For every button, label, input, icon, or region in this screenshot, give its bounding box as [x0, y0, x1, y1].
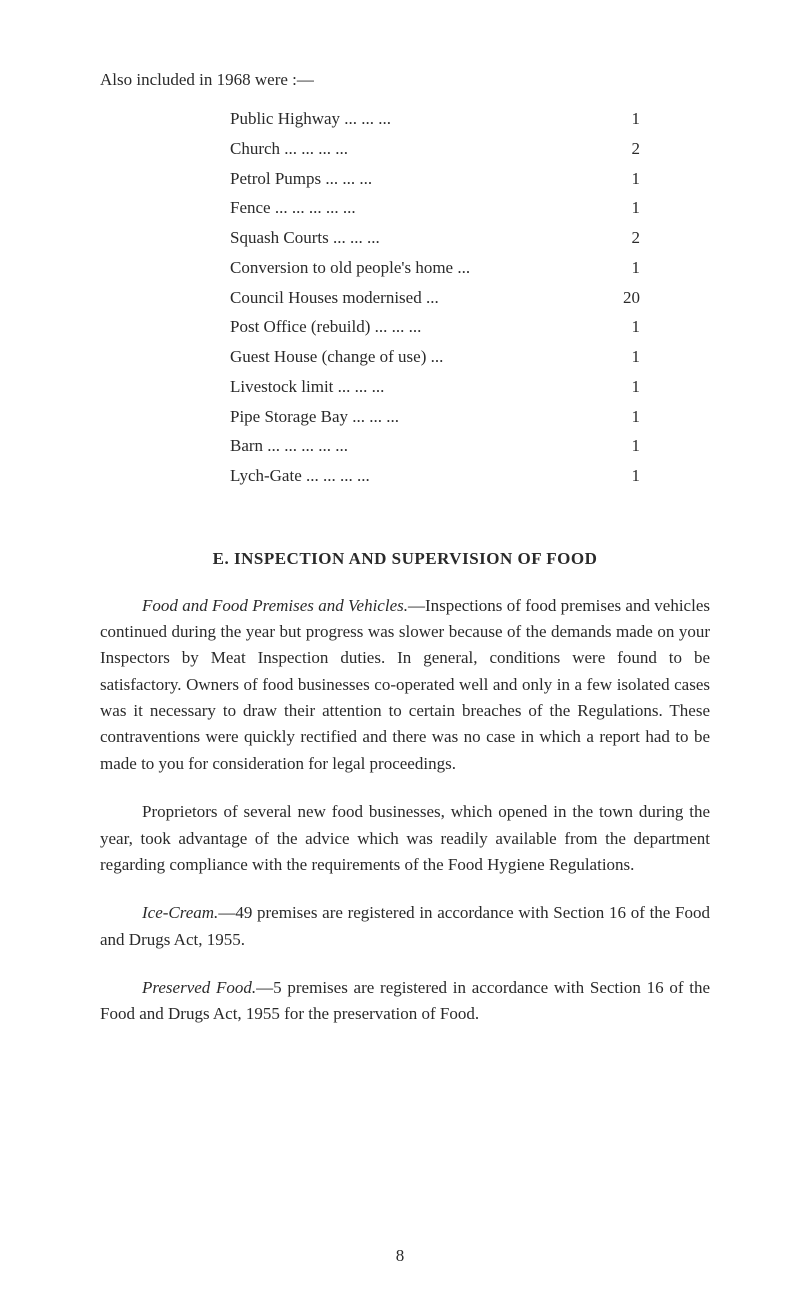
row-value: 1 [590, 402, 640, 432]
row-value: 1 [590, 342, 640, 372]
row-value: 1 [590, 193, 640, 223]
table-row: Livestock limit ... ... ...1 [230, 372, 640, 402]
row-label: Lych-Gate ... ... ... ... [230, 461, 590, 491]
paragraph-2-body: Proprietors of several new food business… [100, 802, 710, 874]
row-label: Fence ... ... ... ... ... [230, 193, 590, 223]
table-row: Petrol Pumps ... ... ...1 [230, 164, 640, 194]
row-value: 1 [590, 461, 640, 491]
section-heading: E. INSPECTION AND SUPERVISION OF FOOD [100, 549, 710, 569]
row-label: Livestock limit ... ... ... [230, 372, 590, 402]
row-value: 2 [590, 223, 640, 253]
row-value: 1 [590, 431, 640, 461]
paragraph-3-lead: Ice-Cream. [142, 903, 218, 922]
table-row: Church ... ... ... ...2 [230, 134, 640, 164]
row-value: 1 [590, 104, 640, 134]
row-label: Barn ... ... ... ... ... [230, 431, 590, 461]
page-number: 8 [0, 1246, 800, 1266]
table-row: Conversion to old people's home ...1 [230, 253, 640, 283]
table-row: Public Highway ... ... ...1 [230, 104, 640, 134]
paragraph-1-body: —Inspections of food premises and vehicl… [100, 596, 710, 773]
row-label: Church ... ... ... ... [230, 134, 590, 164]
row-value: 1 [590, 253, 640, 283]
table-row: Guest House (change of use) ...1 [230, 342, 640, 372]
row-value: 1 [590, 312, 640, 342]
row-label: Pipe Storage Bay ... ... ... [230, 402, 590, 432]
row-value: 2 [590, 134, 640, 164]
row-label: Squash Courts ... ... ... [230, 223, 590, 253]
paragraph-1-lead: Food and Food Premises and Vehicles. [142, 596, 408, 615]
table-row: Squash Courts ... ... ...2 [230, 223, 640, 253]
row-value: 1 [590, 372, 640, 402]
intro-line: Also included in 1968 were :— [100, 70, 710, 90]
table-row: Fence ... ... ... ... ...1 [230, 193, 640, 223]
row-label: Conversion to old people's home ... [230, 253, 590, 283]
row-label: Petrol Pumps ... ... ... [230, 164, 590, 194]
paragraph-2: Proprietors of several new food business… [100, 799, 710, 878]
table-row: Barn ... ... ... ... ...1 [230, 431, 640, 461]
row-label: Council Houses modernised ... [230, 283, 590, 313]
row-label: Post Office (rebuild) ... ... ... [230, 312, 590, 342]
paragraph-3: Ice-Cream.—49 premises are registered in… [100, 900, 710, 953]
table-row: Pipe Storage Bay ... ... ...1 [230, 402, 640, 432]
row-label: Guest House (change of use) ... [230, 342, 590, 372]
premises-table: Public Highway ... ... ...1Church ... ..… [100, 104, 710, 491]
table-row: Lych-Gate ... ... ... ...1 [230, 461, 640, 491]
table-row: Post Office (rebuild) ... ... ...1 [230, 312, 640, 342]
row-label: Public Highway ... ... ... [230, 104, 590, 134]
row-value: 1 [590, 164, 640, 194]
paragraph-4: Preserved Food.—5 premises are registere… [100, 975, 710, 1028]
row-value: 20 [590, 283, 640, 313]
paragraph-4-lead: Preserved Food. [142, 978, 256, 997]
paragraph-1: Food and Food Premises and Vehicles.—Ins… [100, 593, 710, 777]
table-row: Council Houses modernised ...20 [230, 283, 640, 313]
